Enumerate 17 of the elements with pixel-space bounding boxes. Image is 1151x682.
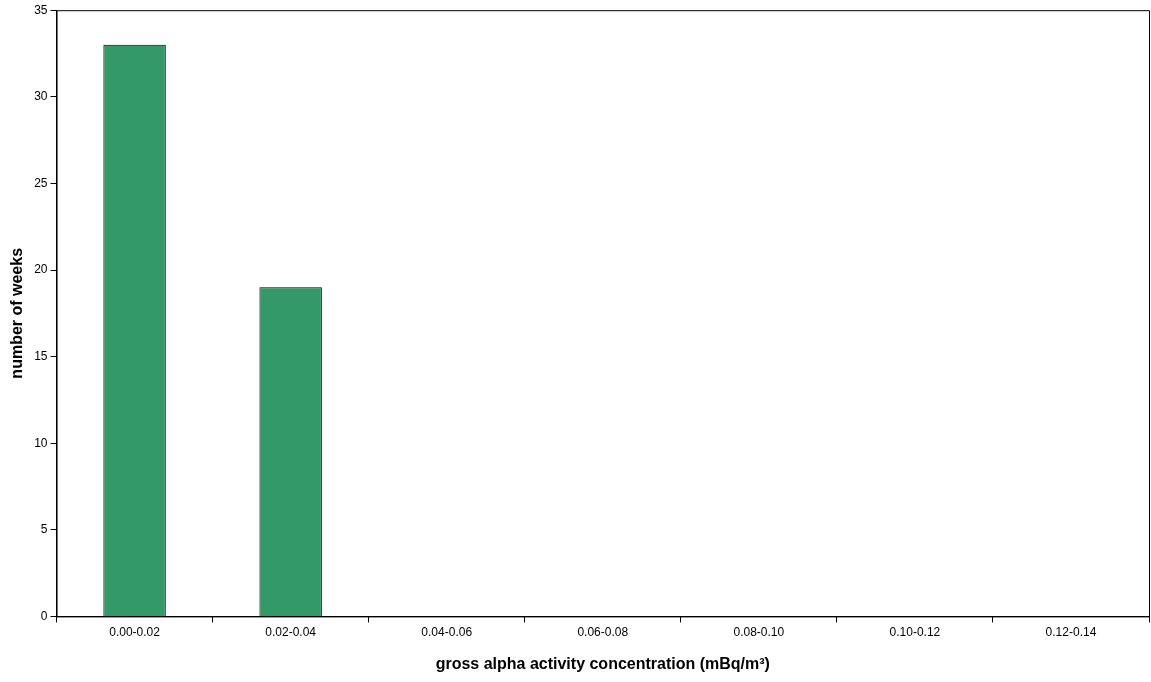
x-tick-label: 0.08-0.10 — [733, 624, 785, 639]
x-tick-label: 0.12-0.14 — [1045, 624, 1097, 639]
y-tick-label: 10 — [34, 435, 48, 450]
y-tick-label: 20 — [34, 262, 48, 277]
y-tick-label: 0 — [40, 608, 48, 623]
y-tick-label: 5 — [40, 522, 48, 537]
x-tick-label: 0.04-0.06 — [421, 624, 473, 639]
y-tick-label: 15 — [34, 348, 48, 363]
y-tick-label: 25 — [34, 175, 48, 190]
y-tick-label: 30 — [34, 89, 48, 104]
y-axis-title: number of weeks — [8, 247, 26, 379]
x-tick-label: 0.02-0.04 — [265, 624, 317, 639]
x-tick-label: 0.10-0.12 — [889, 624, 941, 639]
x-tick-label: 0.06-0.08 — [577, 624, 629, 639]
x-axis-title: gross alpha activity concentration (mBq/m³) — [435, 654, 770, 672]
x-tick-label: 0.00-0.02 — [109, 624, 161, 639]
y-tick-label: 35 — [34, 2, 48, 17]
